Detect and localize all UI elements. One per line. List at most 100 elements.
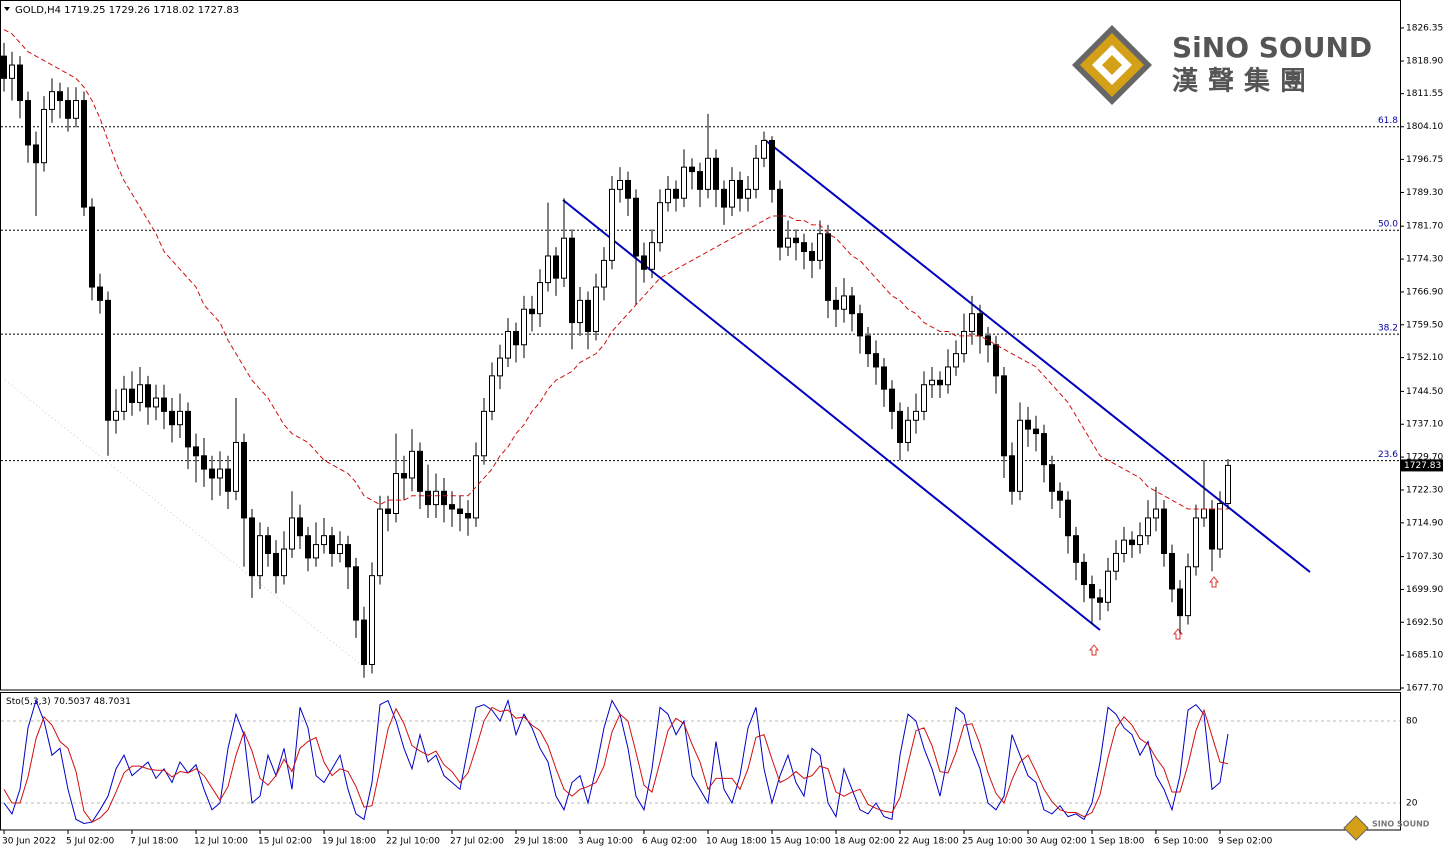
candle-body (1009, 455, 1015, 492)
candle-body (1209, 508, 1215, 550)
logo-small-name: SINO SOUND (1372, 820, 1430, 829)
candle-body (1145, 517, 1151, 537)
up-arrow (1088, 644, 1100, 656)
x-tick-label: 30 Jun 2022 (2, 837, 56, 847)
candle-body (425, 490, 431, 506)
candle-body (1089, 584, 1095, 599)
candle-body (377, 508, 383, 577)
x-tick-label: 22 Aug 18:00 (898, 837, 959, 847)
candle-body (1025, 419, 1031, 430)
stoch-signal: 48.7031 (94, 697, 131, 707)
candle-body (1049, 464, 1055, 492)
candle-body (745, 188, 751, 199)
candle-body (969, 313, 975, 332)
candle-body (865, 335, 871, 355)
candle-body (281, 548, 287, 577)
candle-body (825, 233, 831, 301)
x-tick-label: 6 Sep 10:00 (1154, 837, 1209, 847)
candle-body (385, 508, 391, 514)
candle-body (113, 410, 119, 421)
candle-body (913, 410, 919, 421)
candle-body (1121, 539, 1127, 554)
channel-upper (764, 139, 1311, 573)
candle-body (697, 171, 703, 190)
candle-body (33, 144, 39, 164)
candle-body (329, 535, 335, 554)
candle-body (233, 441, 239, 492)
candles (1, 42, 1231, 678)
up-arrow (1208, 576, 1220, 588)
stoch-main: 70.5037 (54, 697, 91, 707)
x-tick-label: 22 Jul 10:00 (386, 837, 440, 847)
candle-body (145, 384, 151, 408)
candle-body (441, 490, 447, 506)
ohlc-open: 1719.25 (64, 5, 105, 16)
candle-body (849, 295, 855, 315)
candle-body (241, 441, 247, 519)
candle-body (41, 108, 47, 164)
y-tick-label: 1714.90 (1406, 518, 1443, 528)
candle-body (289, 517, 295, 550)
candle-body (489, 375, 495, 412)
candle-body (1225, 464, 1231, 505)
candle-body (529, 308, 535, 315)
candle-body (993, 344, 999, 377)
x-tick-label: 6 Aug 02:00 (642, 837, 697, 847)
symbol: GOLD,H4 (15, 5, 61, 16)
logo-small (1343, 815, 1369, 841)
candle-body (457, 508, 463, 514)
y-tick-label: 1692.50 (1406, 618, 1443, 628)
candle-body (1177, 588, 1183, 617)
candle-body (265, 535, 271, 554)
candle-body (1041, 433, 1047, 466)
candle-body (561, 237, 567, 279)
candle-body (177, 410, 183, 426)
candle-body (225, 468, 231, 492)
candle-body (97, 286, 103, 301)
candle-body (353, 566, 359, 621)
x-tick-label: 30 Aug 02:00 (1026, 837, 1087, 847)
x-tick-label: 15 Aug 10:00 (770, 837, 831, 847)
candle-body (137, 384, 143, 403)
y-tick-label: 1707.30 (1406, 552, 1443, 562)
y-tick-label: 1804.10 (1406, 122, 1443, 132)
stoch-line (3, 698, 1229, 824)
candle-body (665, 188, 671, 204)
candle-body (945, 366, 951, 386)
x-tick-label: 1 Sep 18:00 (1090, 837, 1145, 847)
candle-body (17, 64, 23, 102)
y-tick-label: 1796.75 (1406, 155, 1443, 165)
candle-body (809, 251, 815, 261)
candle-body (625, 179, 631, 199)
candle-body (1105, 570, 1111, 603)
x-tick-label: 3 Aug 10:00 (578, 837, 633, 847)
candle-body (737, 179, 743, 199)
menu-triangle (4, 7, 10, 11)
chart-title: GOLD,H4 1719.25 1729.26 1718.02 1727.83 (15, 5, 239, 16)
candle-body (689, 166, 695, 173)
candle-body (1033, 428, 1039, 435)
y-tick-label: 20 (1406, 798, 1418, 808)
stoch-label: Sto(5,3,3) 70.5037 48.7031 (6, 697, 131, 707)
candle-body (1201, 508, 1207, 519)
y-tick-label: 1774.30 (1406, 255, 1443, 265)
ohlc: 1719.25 1729.26 1718.02 1727.83 (64, 5, 239, 16)
candle-body (897, 410, 903, 443)
candle-body (881, 366, 887, 390)
candle-body (681, 166, 687, 199)
candle-body (761, 140, 767, 159)
candle-body (985, 335, 991, 346)
candle-body (889, 388, 895, 412)
candle-body (257, 535, 263, 577)
candle-body (905, 419, 911, 443)
candle-body (193, 446, 199, 457)
y-tick-label: 1781.70 (1406, 222, 1443, 232)
moving-average (3, 29, 1228, 510)
candle-body (1, 55, 7, 79)
candle-body (1001, 375, 1007, 457)
candle-body (1153, 508, 1159, 519)
candle-body (1113, 552, 1119, 572)
y-tick-label: 1752.10 (1406, 353, 1443, 363)
candle-body (65, 100, 71, 119)
